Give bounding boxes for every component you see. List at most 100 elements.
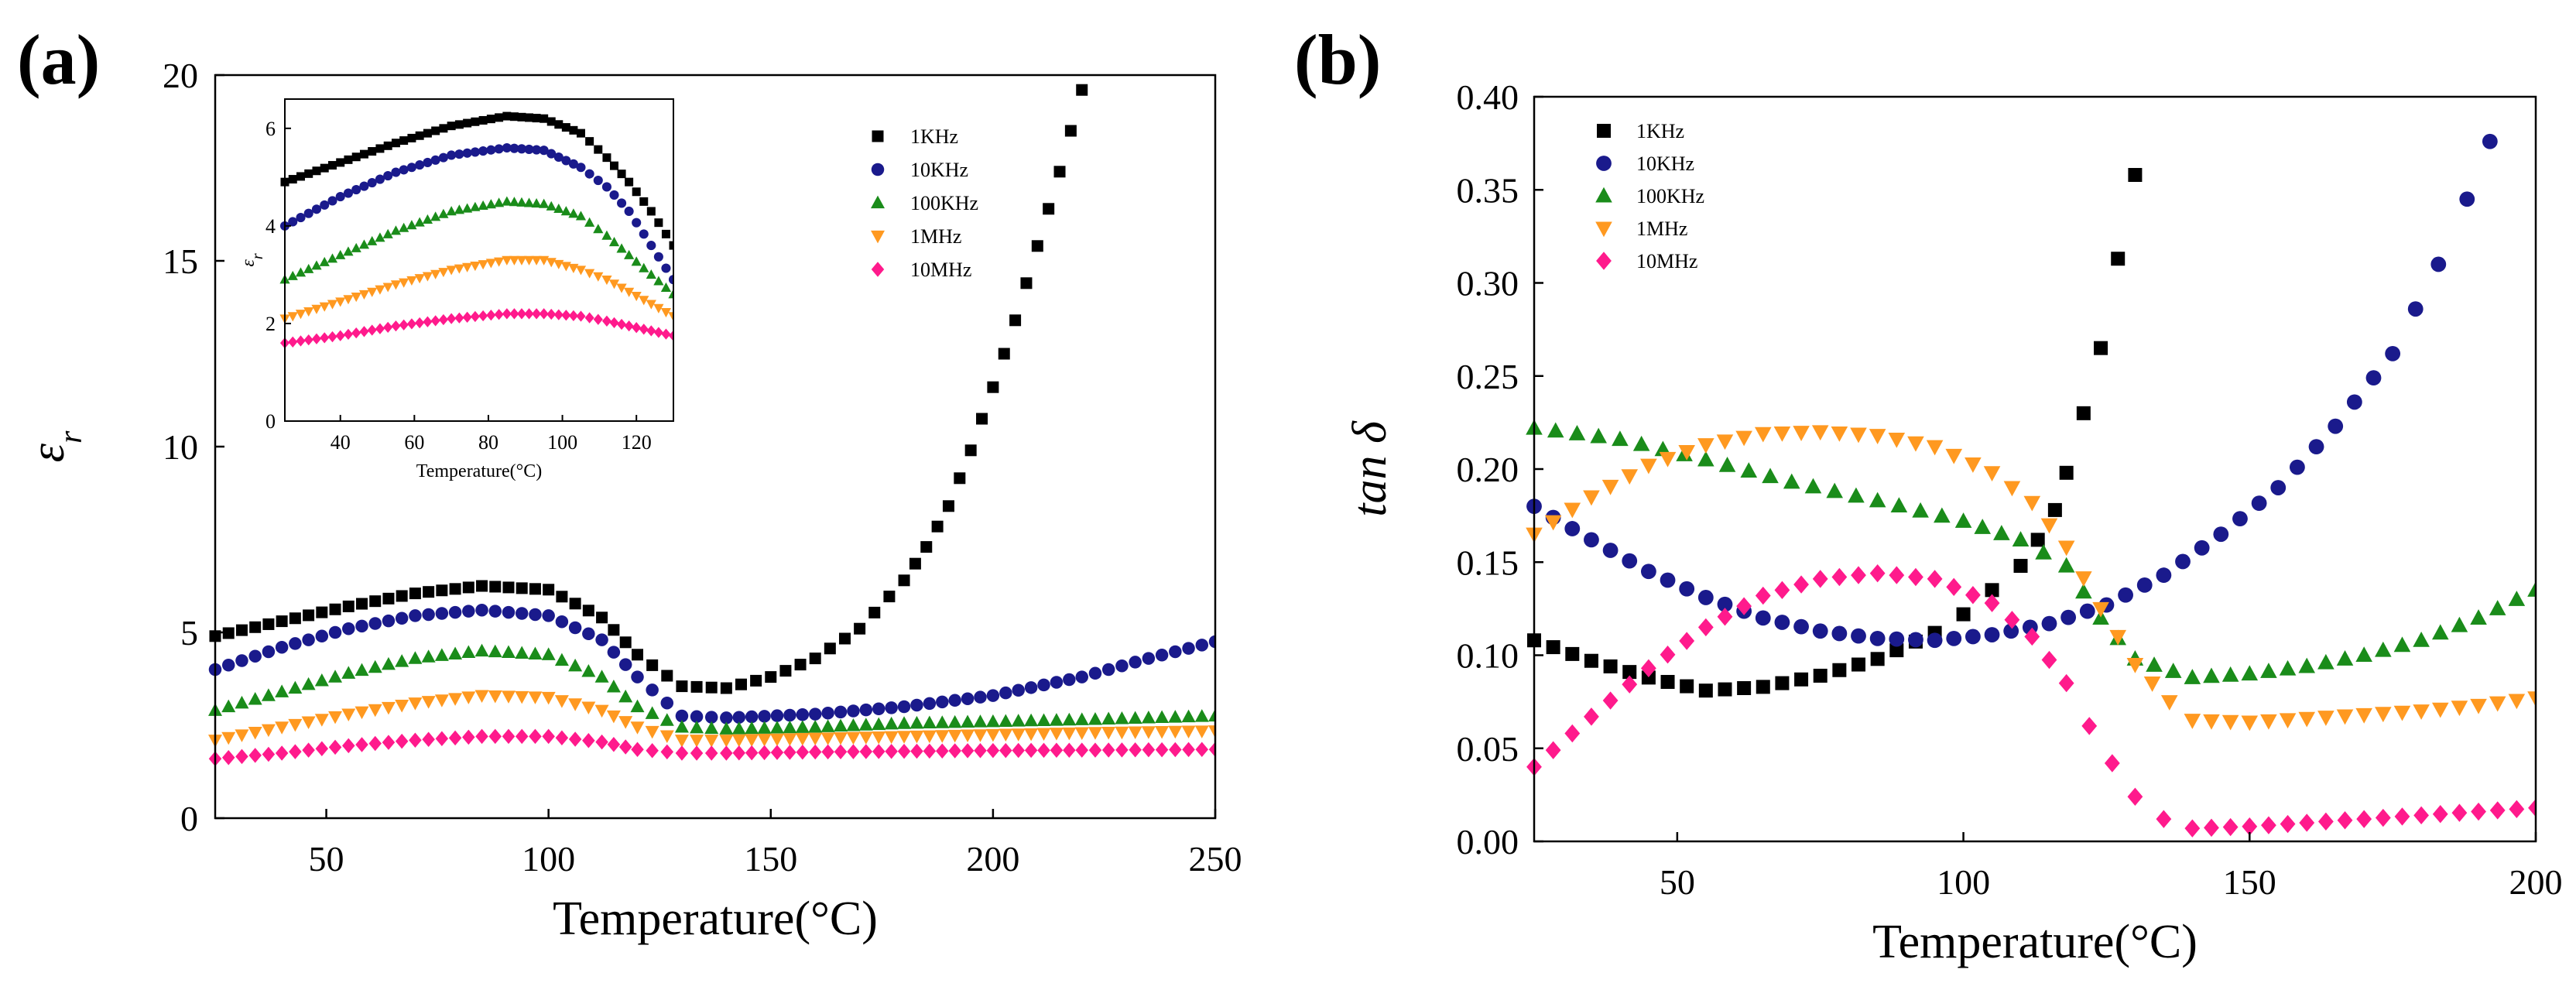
data-point: [758, 745, 771, 761]
data-point: [1195, 639, 1209, 652]
data-point: [311, 333, 322, 344]
data-point: [343, 328, 354, 341]
data-point: [690, 720, 704, 734]
data-point: [375, 174, 385, 184]
data-point: [359, 326, 369, 337]
series-1MHz: [208, 690, 1215, 748]
x-tick-label: 100: [522, 839, 575, 879]
data-point: [1984, 594, 2000, 612]
data-point: [448, 605, 462, 619]
data-point: [690, 745, 704, 761]
data-point: [382, 283, 393, 293]
data-point: [690, 680, 703, 693]
data-point: [1927, 570, 1943, 588]
data-point: [355, 598, 368, 610]
data-point: [320, 332, 330, 344]
data-point: [624, 206, 634, 217]
data-point: [1622, 665, 1637, 680]
data-point: [311, 304, 322, 314]
data-point: [769, 721, 784, 734]
data-point: [2075, 571, 2092, 587]
data-point: [478, 115, 488, 125]
data-point: [320, 163, 329, 173]
data-point: [2109, 629, 2127, 646]
x-tick-label: 200: [2509, 862, 2563, 902]
legend-item: 10MHz: [1596, 250, 1697, 272]
data-point: [462, 729, 475, 745]
data-point: [2385, 345, 2401, 361]
data-point: [2104, 754, 2120, 772]
data-point: [367, 178, 377, 188]
data-point: [1697, 590, 1714, 605]
data-point: [529, 608, 542, 622]
data-point: [515, 607, 529, 620]
data-point: [2024, 627, 2040, 646]
y-tick-label: 0.25: [1457, 357, 1519, 396]
data-point: [2012, 531, 2030, 546]
y-tick-label: 5: [180, 613, 198, 653]
data-point: [355, 619, 368, 633]
data-point: [731, 734, 746, 748]
data-point: [1074, 712, 1089, 725]
data-point: [319, 302, 330, 312]
data-point: [221, 658, 235, 672]
legend-marker: [871, 195, 885, 209]
data-point: [2336, 650, 2354, 666]
y-tick-label: 0: [265, 410, 276, 433]
data-point: [2059, 465, 2074, 480]
legend-marker: [1596, 156, 1612, 171]
data-point: [1793, 575, 1809, 594]
data-point: [884, 716, 899, 730]
y-tick-label: 4: [265, 215, 276, 238]
data-point: [2393, 705, 2411, 721]
y-tick-label: 20: [163, 56, 198, 95]
data-point: [546, 149, 557, 159]
data-point: [446, 265, 457, 276]
data-point: [408, 697, 423, 711]
data-point: [1890, 497, 1908, 513]
data-point: [986, 742, 1000, 759]
data-point: [1012, 742, 1025, 759]
legend-marker: [1596, 252, 1612, 270]
data-point: [719, 721, 734, 735]
data-point: [2451, 701, 2468, 717]
data-point: [1640, 458, 1657, 474]
data-point: [375, 232, 385, 242]
data-point: [1983, 466, 2001, 482]
data-point: [1640, 659, 1656, 678]
data-point: [430, 315, 440, 327]
data-point: [296, 213, 306, 223]
data-point: [1641, 670, 1656, 685]
data-point: [897, 716, 912, 729]
data-point: [1602, 691, 1619, 710]
x-tick-label: 150: [2223, 862, 2276, 902]
data-point: [1640, 564, 1656, 580]
data-point: [2299, 814, 2315, 832]
data-point: [872, 731, 886, 745]
legend-label: 100KHz: [1636, 185, 1704, 207]
data-point: [406, 220, 417, 230]
data-point: [1195, 742, 1209, 758]
data-point: [1037, 678, 1050, 692]
data-point: [618, 716, 633, 729]
data-point: [675, 745, 689, 761]
data-point: [1831, 426, 1848, 442]
data-point: [631, 256, 642, 266]
data-point: [674, 735, 689, 748]
series-100KHz: [1526, 419, 2536, 684]
data-point: [375, 323, 385, 334]
data-point: [690, 710, 704, 724]
data-point: [509, 112, 519, 122]
data-point: [1831, 567, 1848, 587]
data-point: [601, 230, 612, 240]
data-point: [288, 336, 298, 348]
data-point: [375, 144, 385, 153]
data-point: [859, 744, 873, 759]
data-point: [422, 272, 433, 282]
data-point: [2355, 646, 2372, 663]
data-point: [2337, 811, 2353, 830]
data-point: [553, 203, 564, 214]
data-point: [501, 645, 516, 659]
data-point: [532, 145, 542, 155]
